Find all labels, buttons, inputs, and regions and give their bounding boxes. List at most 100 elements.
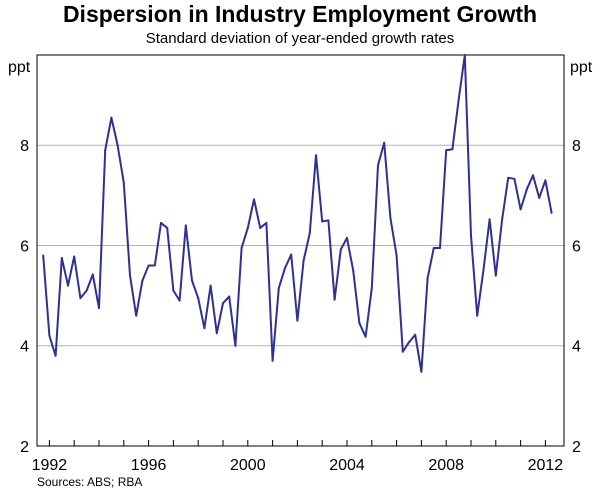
- data-point: [141, 279, 144, 282]
- data-point: [333, 298, 336, 301]
- data-point: [476, 314, 479, 317]
- data-point: [463, 54, 466, 56]
- data-point: [246, 226, 249, 229]
- data-point: [401, 350, 404, 353]
- data-point: [302, 259, 305, 262]
- data-point: [494, 274, 497, 277]
- x-tick-label-1992: 1992: [32, 457, 68, 474]
- data-point: [178, 299, 181, 302]
- data-point: [73, 255, 76, 258]
- x-tick-label-2012: 2012: [528, 457, 564, 474]
- data-point: [544, 179, 547, 182]
- y-tick-label-right-4: 4: [572, 339, 581, 356]
- data-point: [172, 289, 175, 292]
- data-point: [54, 354, 57, 357]
- data-point: [451, 148, 454, 151]
- series-layer: [42, 54, 553, 373]
- data-point: [228, 295, 231, 298]
- data-point: [85, 289, 88, 292]
- x-tick-label-2004: 2004: [329, 457, 365, 474]
- data-point: [432, 246, 435, 249]
- axis-labels: 2 2 4 4 6 6 8 8 1992 1996 2000 2004 2008 2012: [20, 138, 581, 474]
- data-point: [470, 234, 472, 237]
- data-point: [60, 257, 63, 260]
- data-point: [408, 341, 410, 344]
- data-point: [153, 264, 156, 267]
- axis-ticks: [48, 440, 546, 446]
- data-point: [389, 216, 392, 219]
- data-point: [426, 277, 429, 280]
- data-point: [290, 253, 293, 256]
- data-point: [48, 334, 51, 337]
- data-point: [147, 264, 150, 267]
- data-point: [352, 269, 355, 272]
- data-point: [222, 302, 224, 305]
- y-tick-label-right-8: 8: [572, 138, 581, 155]
- data-point: [284, 267, 286, 270]
- data-point: [67, 284, 69, 287]
- data-point: [482, 269, 485, 272]
- data-point: [550, 211, 553, 214]
- data-point: [277, 287, 280, 290]
- data-point: [457, 99, 460, 102]
- data-point: [501, 219, 503, 222]
- source-note: Sources: ABS; RBA: [37, 475, 143, 489]
- y-tick-label-left-4: 4: [20, 339, 29, 356]
- y-tick-label-right-6: 6: [572, 238, 581, 255]
- series-line-0: [42, 54, 553, 373]
- chart-subtitle: Standard deviation of year-ended growth …: [145, 30, 455, 47]
- data-point: [79, 297, 82, 300]
- data-point: [203, 327, 206, 330]
- data-point: [327, 219, 330, 222]
- gridlines: [37, 144, 564, 347]
- data-point: [321, 220, 324, 223]
- data-point: [377, 164, 379, 167]
- data-point: [129, 274, 131, 277]
- x-tick-label-2000: 2000: [230, 457, 266, 474]
- y-tick-label-right-2: 2: [572, 439, 581, 456]
- y-tick-label-left-8: 8: [20, 138, 29, 155]
- data-point: [135, 314, 138, 317]
- y-tick-label-left-6: 6: [20, 238, 29, 255]
- data-point: [439, 246, 441, 249]
- data-point: [308, 231, 311, 234]
- data-point: [197, 297, 200, 300]
- plot-frame: [36, 54, 565, 447]
- data-point: [445, 149, 448, 152]
- data-point: [110, 116, 113, 119]
- data-point: [420, 370, 423, 373]
- data-point: [166, 226, 169, 229]
- data-point: [42, 254, 45, 257]
- data-point: [122, 181, 125, 184]
- data-point: [104, 149, 107, 152]
- data-point: [160, 221, 162, 224]
- y-axis-unit-right: ppt: [570, 59, 593, 76]
- data-point: [240, 246, 243, 249]
- x-tick-label-1996: 1996: [131, 457, 167, 474]
- data-point: [513, 177, 516, 180]
- data-point: [91, 273, 94, 276]
- data-point: [395, 254, 398, 257]
- data-point: [414, 333, 417, 336]
- data-point: [488, 218, 491, 221]
- data-point: [296, 319, 299, 322]
- data-point: [370, 287, 373, 290]
- data-point: [259, 226, 262, 229]
- data-point: [116, 144, 119, 147]
- data-point: [265, 221, 268, 224]
- data-point: [532, 174, 534, 177]
- data-point: [253, 198, 255, 201]
- data-point: [346, 236, 348, 239]
- data-point: [358, 322, 361, 325]
- chart-title: Dispersion in Industry Employment Growth: [62, 1, 538, 27]
- data-point: [315, 154, 317, 157]
- data-point: [184, 224, 187, 227]
- data-point: [519, 208, 522, 211]
- data-point: [191, 279, 193, 282]
- data-point: [215, 332, 218, 335]
- y-tick-label-left-2: 2: [20, 439, 29, 456]
- data-point: [507, 176, 510, 179]
- data-point: [234, 344, 237, 347]
- data-point: [383, 141, 386, 144]
